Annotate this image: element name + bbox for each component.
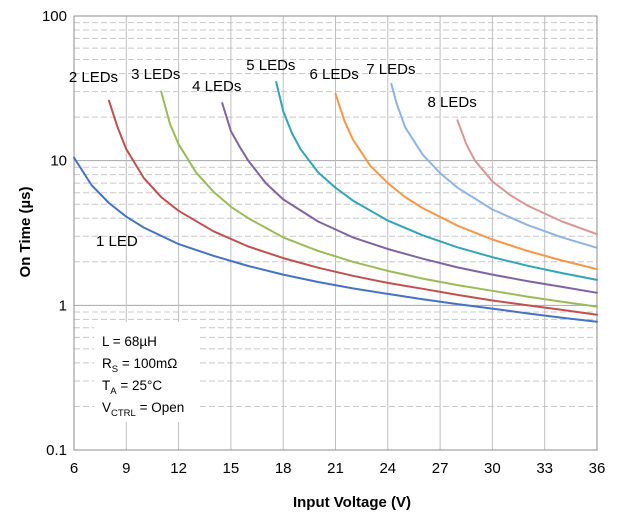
- series-line-2-leds: [107, 99, 598, 316]
- subscript: S: [112, 364, 118, 375]
- x-tick-label: 15: [223, 460, 240, 477]
- x-axis-title: Input Voltage (V): [293, 494, 411, 511]
- x-axis-ticks: 6 9 12 15 18 21 24 27 30 33 36: [70, 460, 606, 477]
- series-line-1-led: [73, 156, 598, 323]
- y-axis-ticks: 0.1 1 10 100: [42, 8, 67, 459]
- plot-border: [73, 15, 598, 451]
- condition-text: = 25°C: [117, 378, 163, 393]
- x-tick-label: 18: [275, 460, 292, 477]
- condition-rs: RS = 100mΩ: [102, 356, 177, 375]
- series-label-3-leds: 3 LEDs: [131, 66, 180, 83]
- x-tick-label: 30: [484, 460, 501, 477]
- series-label-6-leds: 6 LEDs: [310, 66, 359, 83]
- condition-ta: TA = 25°C: [102, 378, 162, 397]
- conditions-box: [94, 322, 198, 422]
- series-line-7-leds: [390, 82, 598, 249]
- y-tick-label: 0.1: [46, 442, 67, 459]
- condition-text: L = 68µH: [102, 334, 157, 349]
- x-tick-label: 9: [122, 460, 130, 477]
- conditions-annotation: L = 68µH RS = 100mΩ TA = 25°C VCTRL = Open: [94, 322, 198, 422]
- series-label-8-leds: 8 LEDs: [428, 94, 477, 111]
- y-tick-label: 10: [50, 153, 67, 170]
- x-tick-label: 21: [327, 460, 344, 477]
- condition-text: T: [102, 378, 110, 393]
- x-tick-label: 12: [170, 460, 187, 477]
- y-tick-label: 100: [42, 8, 67, 25]
- subscript: A: [110, 386, 117, 397]
- condition-text: V: [102, 400, 111, 415]
- series-line-3-leds: [160, 90, 598, 308]
- series-label-5-leds: 5 LEDs: [246, 57, 295, 74]
- x-tick-label: 27: [432, 460, 449, 477]
- series-group: [73, 81, 598, 323]
- x-tick-label: 6: [70, 460, 78, 477]
- condition-text: = 100mΩ: [118, 356, 177, 371]
- series-line-5-leds: [275, 81, 598, 281]
- series-label-2-leds: 2 LEDs: [69, 69, 118, 86]
- series-line-8-leds: [456, 119, 598, 236]
- y-tick-label: 1: [59, 297, 67, 314]
- condition-vctrl: VCTRL = Open: [102, 400, 184, 419]
- x-tick-label: 36: [589, 460, 606, 477]
- series-line-4-leds: [221, 102, 598, 294]
- subscript: CTRL: [111, 408, 136, 419]
- condition-text: R: [102, 356, 112, 371]
- series-label-7-leds: 7 LEDs: [366, 61, 415, 78]
- condition-text: = Open: [136, 400, 184, 415]
- y-axis-title: On Time (µs): [17, 187, 34, 278]
- condition-l: L = 68µH: [102, 334, 157, 349]
- x-tick-label: 24: [379, 460, 396, 477]
- series-line-6-leds: [334, 92, 598, 271]
- series-labels: 1 LED 2 LEDs 3 LEDs 4 LEDs 5 LEDs 6 LEDs 7 LED…: [69, 57, 477, 250]
- x-tick-label: 33: [536, 460, 553, 477]
- series-label-1-led: 1 LED: [96, 233, 138, 250]
- plot-area: [73, 15, 598, 451]
- series-label-4-leds: 4 LEDs: [192, 78, 241, 95]
